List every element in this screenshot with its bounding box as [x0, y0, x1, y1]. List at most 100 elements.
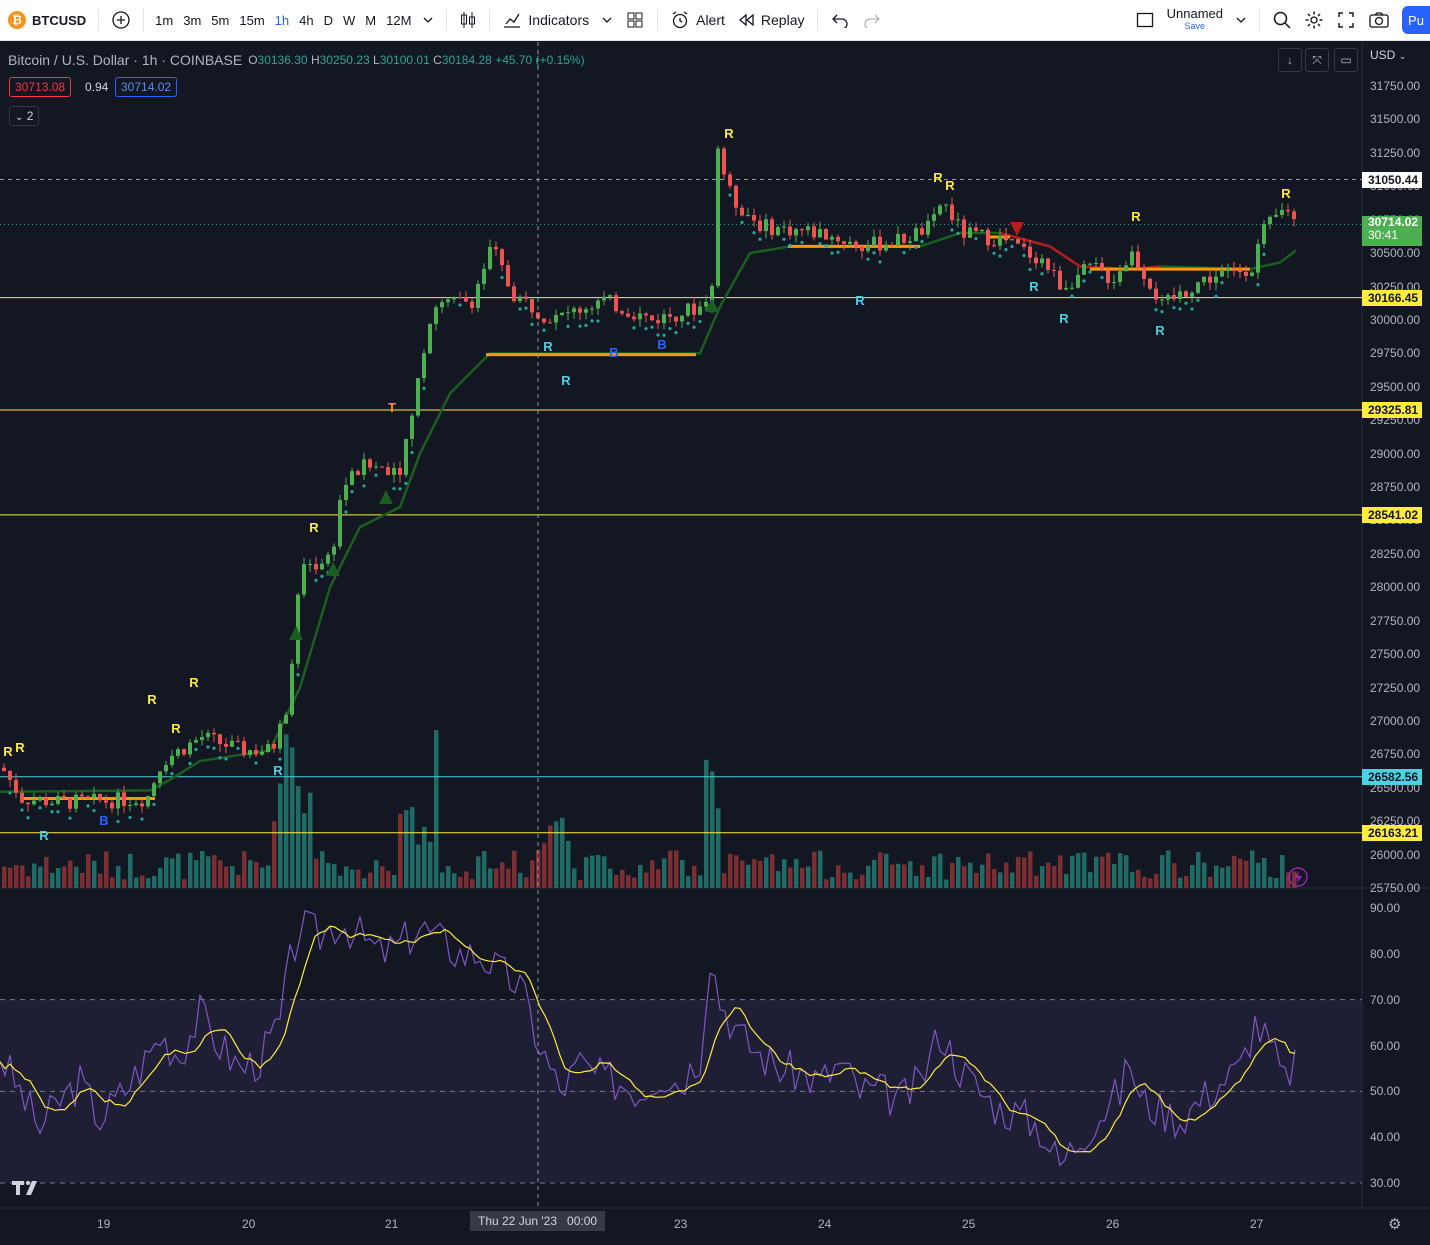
signal-dot: [320, 574, 324, 578]
candle-body: [206, 732, 210, 737]
signal-dot: [656, 333, 660, 337]
volume-bar: [1256, 862, 1261, 888]
signal-dot: [524, 306, 528, 310]
candle-body: [434, 307, 438, 324]
volume-bar: [356, 869, 361, 888]
candle-body: [284, 714, 288, 724]
volume-bar: [2, 866, 7, 888]
candle-body: [470, 301, 474, 308]
candle-body: [170, 755, 174, 765]
search-icon[interactable]: [1266, 0, 1298, 40]
candle-body: [842, 241, 846, 244]
volume-bar: [290, 747, 295, 888]
symbol-search[interactable]: ₿ BTCUSD: [0, 0, 92, 40]
ask-price-box[interactable]: 30714.02: [115, 77, 178, 97]
fullscreen-icon[interactable]: [1330, 0, 1362, 40]
compare-add-icon[interactable]: [105, 0, 137, 40]
volume-bar: [938, 853, 943, 888]
timeframe-1m[interactable]: 1m: [155, 12, 174, 28]
candle-body: [1040, 258, 1044, 264]
candle-body: [818, 229, 822, 238]
timeframe-d[interactable]: D: [323, 12, 333, 28]
volume-bar: [326, 862, 331, 888]
candle-body: [440, 302, 444, 308]
signal-dot: [56, 810, 60, 814]
candle-body: [890, 244, 894, 246]
signal-dot: [650, 325, 654, 329]
candle-body: [26, 802, 30, 805]
candle-body: [218, 734, 222, 744]
scroll-down-button[interactable]: ↓: [1278, 48, 1302, 72]
candle-body: [1184, 291, 1188, 297]
timeframe-w[interactable]: W: [342, 12, 356, 28]
layout-square-icon[interactable]: [1129, 0, 1161, 40]
timeframe-5m[interactable]: 5m: [211, 12, 230, 28]
timeframe-12m[interactable]: 12M: [386, 12, 412, 28]
candle-body: [770, 219, 774, 236]
indicators-toggle[interactable]: ⌄ 2: [9, 106, 40, 126]
signal-dot: [1154, 308, 1158, 312]
candle-body: [1166, 295, 1170, 300]
candle-body: [140, 803, 144, 807]
bid-price-box[interactable]: 30713.08: [9, 77, 72, 97]
candle-body: [728, 174, 732, 186]
publish-button[interactable]: Pu: [1402, 6, 1430, 34]
signal-dot: [878, 260, 882, 264]
buy-triangle: [289, 626, 303, 640]
templates-grid-icon[interactable]: [619, 0, 651, 40]
undo-icon[interactable]: [824, 0, 856, 40]
redo-icon[interactable]: [856, 0, 888, 40]
volume-bar: [860, 874, 865, 888]
signal-label-r: R: [39, 828, 49, 843]
price-tick: 30000.00: [1370, 312, 1421, 327]
timeframe-3m[interactable]: 3m: [183, 12, 202, 28]
timeframe-1h[interactable]: 1h: [274, 12, 290, 28]
signal-label-r: R: [561, 373, 571, 388]
signal-dot: [590, 319, 594, 323]
symbol-title[interactable]: Bitcoin / U.S. Dollar · 1h · COINBASE: [8, 52, 243, 68]
maximize-pane-button[interactable]: ▭: [1334, 48, 1358, 72]
collapse-button[interactable]: ⤧: [1305, 48, 1329, 72]
indicators-chevron-icon[interactable]: [595, 0, 619, 40]
replay-button[interactable]: Replay: [731, 0, 811, 40]
candle-body: [1052, 269, 1056, 271]
candlestick-type-icon[interactable]: [453, 0, 483, 40]
volume-bar: [1226, 866, 1231, 888]
candle-body: [122, 792, 126, 806]
volume-bar: [836, 865, 841, 888]
candle-body: [776, 227, 780, 236]
signal-label-r: R: [3, 744, 13, 759]
layout-name-button[interactable]: Unnamed Save: [1161, 0, 1229, 40]
candle-body: [482, 268, 486, 284]
candle-body: [14, 779, 18, 793]
alert-button[interactable]: Alert: [664, 0, 731, 40]
camera-snapshot-icon[interactable]: [1362, 0, 1396, 40]
timeframe-15m[interactable]: 15m: [239, 12, 265, 28]
signal-label-b: B: [609, 345, 618, 360]
settings-gear-icon[interactable]: ⚙: [1388, 1216, 1402, 1233]
candle-body: [620, 311, 624, 314]
timeframe-dropdown-chevron-icon[interactable]: [416, 0, 440, 40]
timeframe-4h[interactable]: 4h: [299, 12, 314, 28]
signal-label-r: R: [855, 293, 865, 308]
layout-chevron-icon[interactable]: [1229, 0, 1253, 40]
candle-body: [854, 241, 858, 247]
indicators-button[interactable]: Indicators: [496, 0, 595, 40]
price-level-label: 29325.81: [1362, 402, 1422, 419]
candle-body: [506, 265, 510, 287]
signal-dot: [866, 257, 870, 261]
gear-icon[interactable]: [1298, 0, 1330, 40]
signal-label-r: R: [309, 520, 319, 535]
volume-bar: [944, 879, 949, 888]
candle-body: [200, 736, 204, 741]
signal-dot: [518, 307, 522, 311]
candle-body: [1010, 239, 1014, 241]
timeframe-m[interactable]: M: [365, 12, 377, 28]
currency-selector[interactable]: USD ⌄: [1370, 48, 1406, 62]
price-level-label: 31050.44: [1362, 171, 1422, 188]
candle-body: [278, 723, 282, 749]
volume-bar: [314, 858, 319, 888]
spread-value: 0.94: [85, 80, 109, 94]
signal-dot: [212, 746, 216, 750]
